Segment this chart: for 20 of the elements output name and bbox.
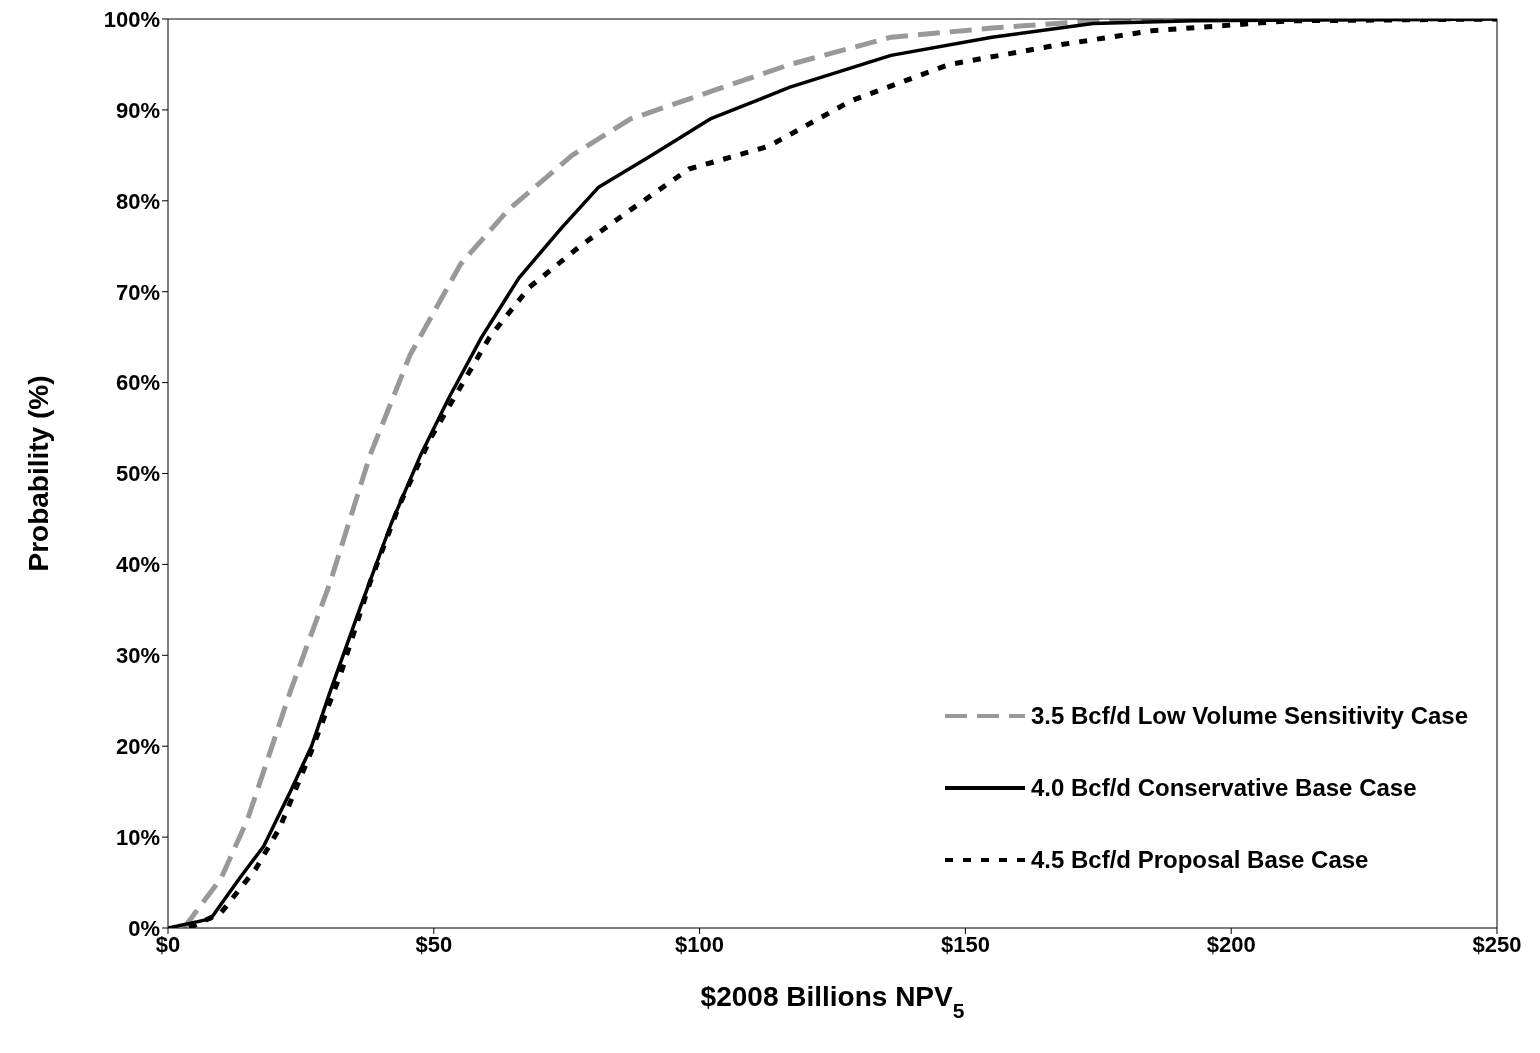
y-tick-label: 90% [115, 97, 160, 123]
y-tick-label: 40% [115, 552, 160, 578]
y-axis-title: Probability (%) [23, 375, 54, 572]
y-tick-label: 60% [115, 370, 160, 396]
legend-label: 3.5 Bcf/d Low Volume Sensitivity Case [1030, 702, 1468, 730]
x-tick-label: $100 [675, 931, 725, 957]
x-tick-label: $50 [415, 931, 453, 957]
y-tick-label: 20% [115, 734, 160, 760]
y-tick-label: 70% [115, 279, 160, 305]
y-tick-label: 80% [115, 188, 160, 214]
y-tick-label: 50% [115, 461, 160, 487]
y-tick-label: 30% [115, 643, 160, 669]
legend-label: 4.0 Bcf/d Conservative Base Case [1030, 774, 1417, 802]
x-tick-label: $150 [940, 931, 990, 957]
legend-label: 4.5 Bcf/d Proposal Base Case [1030, 846, 1369, 874]
y-tick-label: 10% [115, 824, 160, 850]
y-tick-label: 100% [103, 6, 160, 32]
x-tick-label: $250 [1472, 931, 1522, 957]
x-tick-label: $200 [1206, 931, 1256, 957]
x-axis-title: $2008 Billions NPV$_{5}$ [700, 981, 965, 1022]
